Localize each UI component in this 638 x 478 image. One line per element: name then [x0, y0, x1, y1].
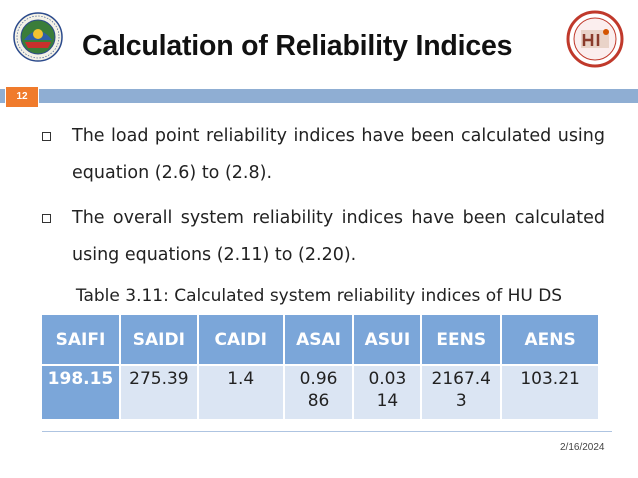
header-band: [0, 89, 638, 103]
table-cell: 2167.4 3: [421, 364, 503, 419]
table-cell: 0.96 86: [283, 364, 355, 419]
slide-title: Calculation of Reliability Indices: [82, 30, 513, 62]
column-header: ASUI: [353, 315, 423, 365]
column-header: EENS: [421, 315, 503, 365]
bullet-list: The load point reliability indices have …: [42, 118, 605, 282]
university-seal-logo: [13, 12, 63, 62]
table-cell: 1.4: [197, 364, 285, 419]
bullet-item: The overall system reliability indices h…: [42, 200, 605, 274]
table-cell: 103.21: [501, 364, 600, 419]
table-cell: 0.03 14: [353, 364, 423, 419]
table-row: 198.15 275.39 1.4 0.96 86 0.03 14 2167.4 3 …: [42, 364, 600, 419]
bullet-text: The overall system reliability indices h…: [72, 208, 605, 265]
column-header: SAIDI: [119, 315, 199, 365]
column-header: CAIDI: [197, 315, 285, 365]
reliability-indices-table: SAIFI SAIDI CAIDI ASAI ASUI EENS AENS 19…: [42, 315, 600, 419]
table-caption: Table 3.11: Calculated system reliabilit…: [75, 286, 563, 306]
column-header: AENS: [501, 315, 600, 365]
column-header: ASAI: [283, 315, 355, 365]
square-bullet-icon: [42, 132, 51, 141]
bullet-text: The load point reliability indices have …: [72, 126, 605, 183]
bullet-item: The load point reliability indices have …: [42, 118, 605, 192]
footer-divider: [42, 431, 612, 432]
table-cell: 198.15: [42, 364, 121, 419]
table-cell: 275.39: [119, 364, 199, 419]
institute-logo: [566, 10, 624, 68]
square-bullet-icon: [42, 214, 51, 223]
slide-number: 12: [5, 86, 39, 108]
table-header-row: SAIFI SAIDI CAIDI ASAI ASUI EENS AENS: [42, 315, 600, 365]
column-header: SAIFI: [42, 315, 121, 365]
slide-date: 2/16/2024: [560, 442, 605, 453]
